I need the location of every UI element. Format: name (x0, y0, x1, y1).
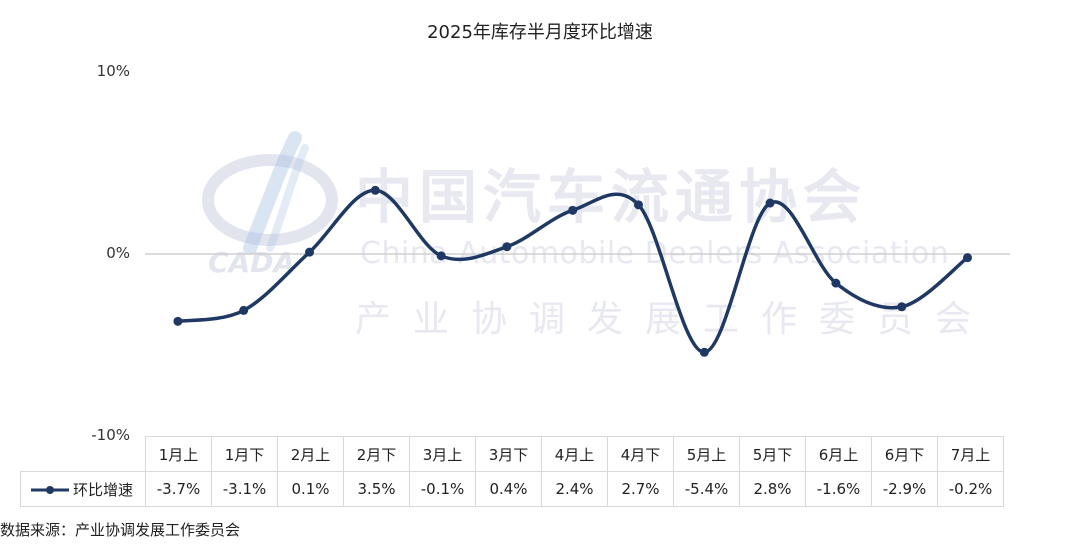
category-label: 2月上 (277, 436, 344, 472)
data-point (173, 316, 183, 326)
data-value-label: 2.7% (607, 471, 674, 507)
category-label: 3月上 (409, 436, 476, 472)
watermark-logo-text: CADA (208, 246, 296, 279)
category-label: 4月下 (607, 436, 674, 472)
data-value-label: 2.8% (739, 471, 806, 507)
legend-series-name: 环比增速 (73, 480, 134, 499)
data-point (436, 251, 446, 261)
legend-series-cell: 环比增速 (20, 471, 146, 507)
category-label: 4月上 (541, 436, 608, 472)
y-tick-label: 10% (96, 62, 130, 80)
data-value-label: -0.1% (409, 471, 476, 507)
data-value-label: 2.4% (541, 471, 608, 507)
category-label: 3月下 (475, 436, 542, 472)
watermark-logo-icon (202, 131, 338, 255)
y-tick-label: -10% (91, 426, 130, 444)
data-point (963, 253, 972, 263)
series-line (177, 188, 969, 355)
category-label: 6月上 (805, 436, 872, 472)
line-chart (145, 185, 1010, 357)
legend-line-marker-icon (31, 486, 69, 494)
category-row: 1月上 1月下 2月上 2月下 3月上 3月下 4月上 4月下 5月上 5月下 6月上 6月下 7月上 (21, 436, 1004, 472)
data-point (634, 200, 643, 210)
data-value-label: -3.7% (145, 471, 212, 507)
category-label: 1月上 (145, 436, 212, 472)
data-value-label: 0.1% (277, 471, 344, 507)
chart-title: 2025年库存半月度环比增速 (427, 22, 653, 43)
source-note: 数据来源：产业协调发展工作委员会 (0, 521, 241, 539)
data-value-label: -2.9% (871, 471, 938, 507)
data-point (897, 302, 907, 312)
value-row: 环比增速 -3.7% -3.1% 0.1% 3.5% -0.1% 0.4% 2.4% 2.7%… (20, 471, 1004, 507)
data-value-label: -1.6% (805, 471, 872, 507)
data-point (502, 242, 512, 252)
data-table: 1月上 1月下 2月上 2月下 3月上 3月下 4月上 4月下 5月上 5月下 6月上 6月下 7月上 … (20, 436, 1004, 507)
category-label: 2月下 (343, 436, 410, 472)
data-value-label: -5.4% (673, 471, 740, 507)
data-point (765, 198, 775, 208)
data-point (370, 185, 380, 195)
category-label: 1月下 (211, 436, 278, 472)
data-point (568, 205, 578, 215)
data-value-label: 3.5% (343, 471, 410, 507)
category-label: 6月下 (871, 436, 938, 472)
data-value-label: 0.4% (475, 471, 542, 507)
data-point (699, 347, 709, 357)
data-point (239, 305, 249, 315)
watermark-subtitle: 产业协调发展工作委员会 (355, 299, 994, 340)
category-label: 5月下 (739, 436, 806, 472)
data-value-label: -0.2% (937, 471, 1004, 507)
category-label: 5月上 (673, 436, 740, 472)
y-tick-label: 0% (106, 244, 130, 262)
data-value-label: -3.1% (211, 471, 278, 507)
table-corner (21, 437, 146, 472)
category-label: 7月上 (937, 436, 1004, 472)
data-point (831, 278, 841, 288)
data-point (305, 247, 314, 257)
